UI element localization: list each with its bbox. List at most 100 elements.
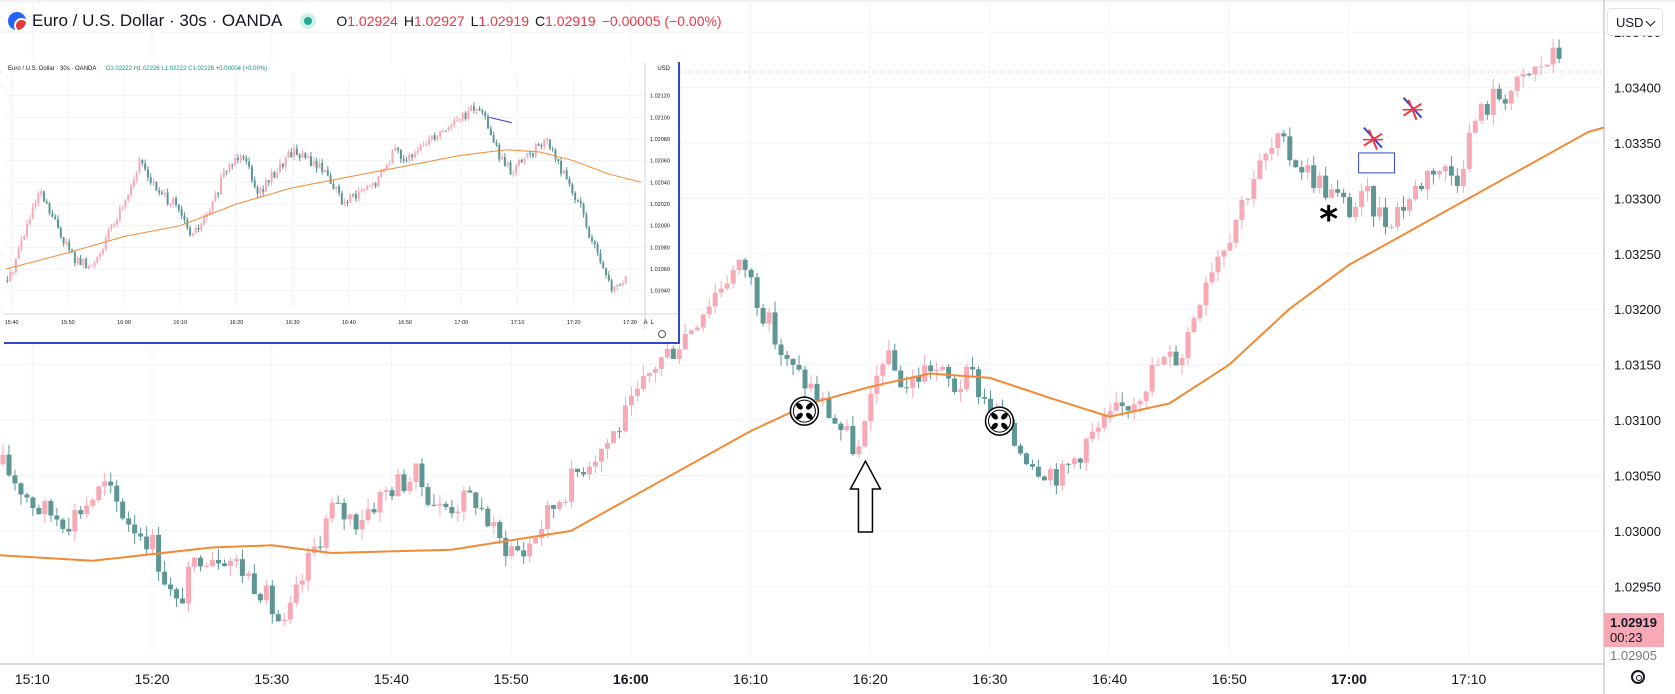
candle-body [73, 252, 76, 264]
fan-ring [789, 396, 820, 426]
candle-body [964, 366, 970, 390]
candle-body [186, 219, 189, 228]
fan-blade [806, 412, 813, 420]
candle-body [1185, 332, 1191, 359]
candle-body [231, 164, 234, 166]
candle-body [464, 113, 467, 120]
symbol-title[interactable]: Euro / U.S. Dollar · 30s · OANDA [32, 11, 283, 30]
candle-body [279, 163, 282, 173]
candle-body [169, 204, 172, 206]
candle-body [1341, 192, 1347, 198]
fan-blade [1001, 412, 1008, 420]
candle-body [166, 192, 169, 205]
fan-blade [806, 402, 813, 410]
candle-body [478, 108, 481, 111]
candle-body [442, 130, 445, 132]
candle-body [209, 559, 215, 567]
symbol-legend: Euro / U.S. Dollar · 30s · OANDA O1.0292… [8, 8, 722, 34]
candle-body [24, 494, 30, 498]
currency-select[interactable]: USD [1607, 8, 1663, 36]
x-tick-label: 15:40 [374, 671, 409, 687]
candle-body [357, 191, 360, 199]
candle-body [1149, 365, 1155, 392]
candle-body [245, 158, 248, 162]
candle-body [315, 160, 318, 169]
candle-body [503, 537, 509, 557]
candle-body [537, 143, 540, 146]
market-status-icon[interactable] [300, 13, 317, 29]
candle-body [574, 192, 577, 200]
candle-body [922, 365, 928, 382]
fan-inner-ring [792, 399, 816, 423]
candle-body [132, 180, 135, 186]
candle-body [610, 431, 616, 444]
candle-body [1520, 73, 1526, 77]
inset-chart-screenshot: 1.02120 1.02100 1.02080 1.02060 1.02040 1.020… [4, 62, 680, 344]
candle-body [492, 135, 495, 143]
candle-body [130, 185, 133, 195]
candle-body [1065, 463, 1071, 465]
candle-body [34, 203, 37, 207]
candle-body [766, 312, 772, 324]
candle-body [658, 357, 664, 369]
candle-body [1317, 175, 1323, 188]
candle-body [72, 510, 78, 532]
candle-body [1143, 391, 1149, 401]
candle-body [262, 189, 265, 192]
candle-body [1478, 103, 1484, 121]
y-tick-label: 1.03300 [1614, 191, 1661, 206]
candle-body [664, 348, 670, 358]
y-tick-label: 1.03050 [1614, 468, 1661, 483]
candle-body [352, 194, 355, 196]
candle-body [160, 192, 163, 195]
candle-body [1125, 406, 1131, 411]
candle-body [301, 153, 304, 158]
chevron-down-icon [1645, 16, 1656, 27]
candle-body [497, 522, 503, 538]
candle-body [772, 312, 778, 345]
candle-body [144, 536, 150, 550]
candle-body [613, 286, 616, 291]
candle-body [257, 593, 263, 601]
candle-body [158, 190, 161, 193]
candle-body [431, 504, 437, 506]
candle-body [425, 144, 428, 146]
candle-body [1412, 185, 1418, 200]
candle-body [335, 502, 341, 504]
candle-body [467, 490, 473, 493]
candle-body [844, 426, 850, 431]
inset-chart: 1.02120 1.02100 1.02080 1.02060 1.02040 1.020… [4, 62, 678, 330]
candle-body [498, 145, 501, 160]
candle-body [946, 367, 952, 379]
candle-body [1383, 207, 1389, 227]
inset-y-tick-label: 1.01980 [650, 245, 670, 251]
candle-body [1209, 272, 1215, 283]
candle-body [347, 514, 353, 520]
candle-body [892, 350, 898, 371]
candle-body [1155, 364, 1161, 366]
candle-body [121, 207, 124, 209]
gear-icon[interactable] [1631, 670, 1645, 684]
fan-icon [984, 406, 1015, 436]
candle-body [104, 238, 107, 250]
candle-body [1173, 351, 1179, 366]
candle-body [1083, 438, 1089, 463]
x-tick-label: 15:20 [134, 671, 169, 687]
candle-body [557, 158, 560, 162]
candle-body [295, 148, 298, 155]
candle-body [1496, 88, 1502, 100]
candle-body [189, 227, 192, 236]
candle-body [211, 201, 214, 211]
candle-body [326, 170, 329, 176]
asterisk-icon: * [1319, 200, 1338, 241]
candle-body [495, 142, 498, 146]
candle-body [338, 186, 341, 194]
candle-body [610, 280, 613, 291]
candle-body [1395, 207, 1401, 227]
candle-body [413, 152, 416, 158]
candle-body [96, 256, 99, 263]
candle-body [186, 566, 192, 604]
candle-body [898, 370, 904, 388]
candle-body [1029, 464, 1035, 467]
